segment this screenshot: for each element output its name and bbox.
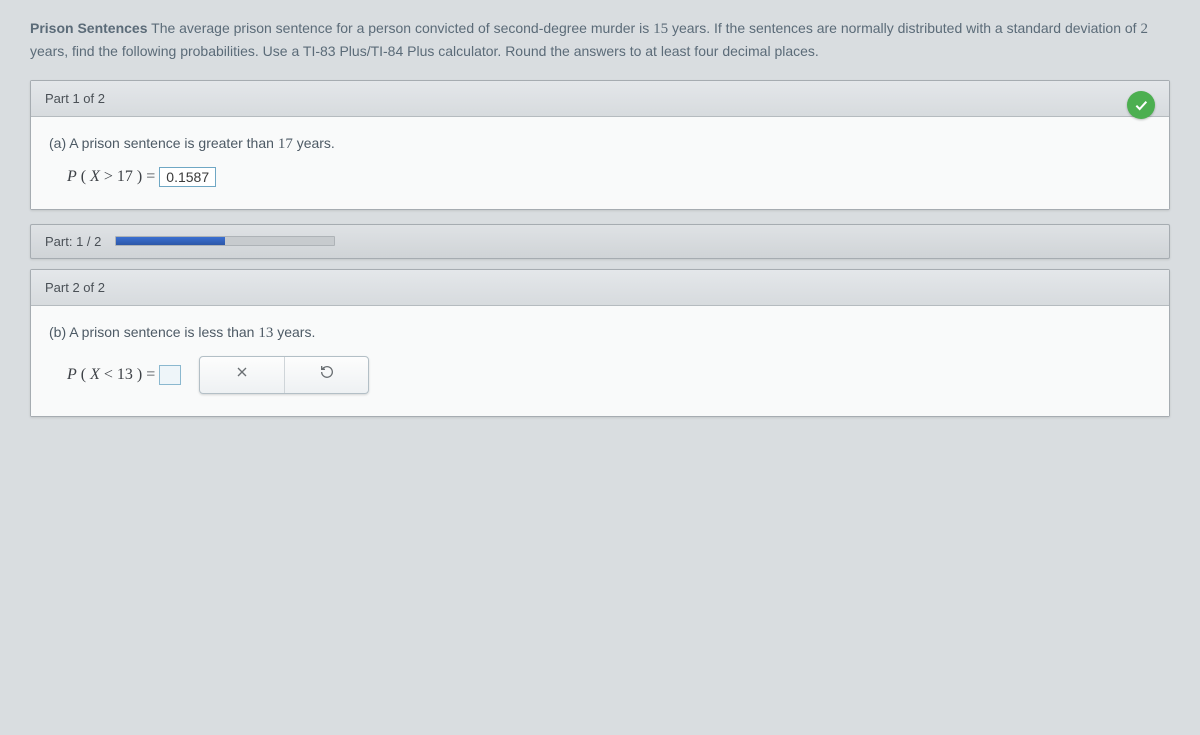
close-icon (234, 364, 250, 385)
intro-seg2: years. If the sentences are normally dis… (668, 20, 1140, 36)
part2-card: Part 2 of 2 (b) A prison sentence is les… (30, 269, 1170, 417)
formula-close: ) = (137, 366, 155, 384)
part2-q-threshold: 13 (258, 325, 273, 341)
part1-answer-box: 0.1587 (159, 167, 216, 187)
intro-title: Prison Sentences (30, 20, 148, 36)
part2-q-suffix: years. (273, 324, 315, 340)
progress-label: Part: 1 / 2 (45, 234, 101, 249)
part2-formula: P(X<13) = (67, 365, 181, 385)
progress-row: Part: 1 / 2 (30, 224, 1170, 259)
clear-button[interactable] (200, 357, 284, 393)
formula-p: P (67, 168, 77, 186)
intro-sd: 2 (1140, 21, 1148, 37)
part2-answer-input[interactable] (159, 365, 181, 385)
formula-p: P (67, 366, 77, 384)
part1-question: (a) A prison sentence is greater than 17… (49, 135, 1151, 153)
formula-val: 17 (117, 168, 133, 186)
part1-body: (a) A prison sentence is greater than 17… (31, 117, 1169, 209)
problem-intro: Prison Sentences The average prison sent… (30, 18, 1170, 62)
reset-button[interactable] (284, 357, 368, 393)
helper-toolbar (199, 356, 369, 394)
part1-formula: P(X>17) = 0.1587 (67, 167, 1151, 187)
part1-q-threshold: 17 (278, 136, 293, 152)
formula-open: ( (81, 168, 86, 186)
part1-header: Part 1 of 2 (31, 81, 1169, 117)
part2-q-prefix: (b) A prison sentence is less than (49, 324, 258, 340)
intro-seg1: The average prison sentence for a person… (148, 20, 654, 36)
formula-open: ( (81, 366, 86, 384)
correct-check-icon (1127, 91, 1155, 119)
refresh-icon (319, 364, 335, 385)
formula-var: X (90, 366, 100, 384)
part2-header: Part 2 of 2 (31, 270, 1169, 306)
part2-input-row: P(X<13) = (49, 356, 1151, 394)
intro-seg3: years, find the following probabilities.… (30, 43, 819, 59)
formula-close: ) = (137, 168, 155, 186)
part2-question: (b) A prison sentence is less than 13 ye… (49, 324, 1151, 342)
progress-track (115, 236, 335, 246)
progress-fill (116, 237, 225, 245)
formula-val: 13 (117, 366, 133, 384)
part1-card: Part 1 of 2 (a) A prison sentence is gre… (30, 80, 1170, 210)
intro-mean: 15 (653, 21, 668, 37)
part2-body: (b) A prison sentence is less than 13 ye… (31, 306, 1169, 416)
part1-q-prefix: (a) A prison sentence is greater than (49, 135, 278, 151)
formula-op: > (104, 168, 113, 186)
part1-q-suffix: years. (293, 135, 335, 151)
formula-op: < (104, 366, 113, 384)
formula-var: X (90, 168, 100, 186)
